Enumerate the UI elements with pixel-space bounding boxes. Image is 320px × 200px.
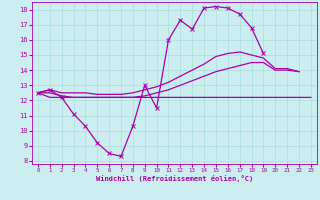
- X-axis label: Windchill (Refroidissement éolien,°C): Windchill (Refroidissement éolien,°C): [96, 175, 253, 182]
